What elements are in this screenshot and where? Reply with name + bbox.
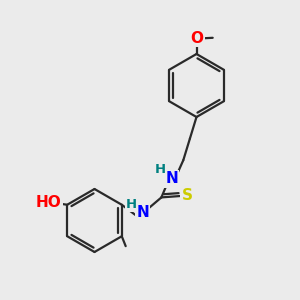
Text: HO: HO <box>36 195 61 210</box>
Text: N: N <box>166 171 178 186</box>
Text: H: H <box>126 198 137 211</box>
Text: N: N <box>136 206 149 220</box>
Text: O: O <box>190 31 204 46</box>
Text: S: S <box>182 188 192 203</box>
Text: H: H <box>155 163 166 176</box>
